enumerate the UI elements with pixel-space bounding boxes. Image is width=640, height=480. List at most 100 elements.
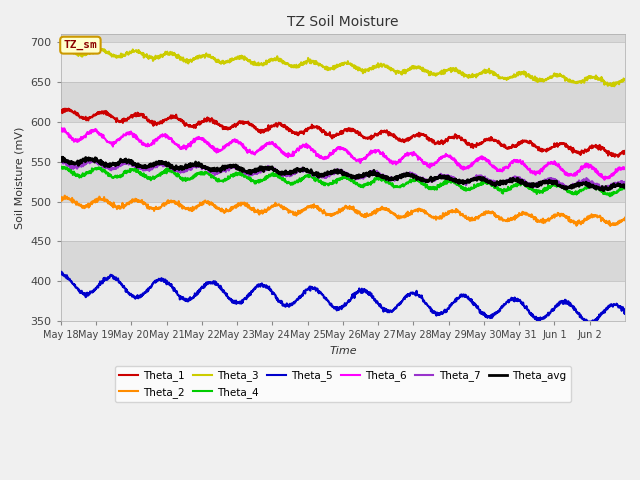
Theta_5	[584, 322, 592, 327]
Bar	[61, 2, 625, 42]
Theta_1	[559, 141, 566, 147]
Theta_3	[476, 71, 484, 76]
Theta_5	[58, 269, 65, 275]
Theta_2	[614, 220, 622, 226]
Theta_2	[318, 208, 326, 214]
Title: TZ Soil Moisture: TZ Soil Moisture	[287, 15, 399, 29]
Theta_6	[318, 155, 326, 161]
Theta_1	[65, 106, 72, 111]
Theta_3	[328, 65, 336, 71]
Theta_avg	[59, 154, 67, 160]
Bar	[61, 122, 625, 162]
Theta_5	[559, 298, 566, 304]
Theta_2	[559, 211, 566, 217]
Theta_3	[614, 81, 622, 86]
Theta_2	[328, 213, 336, 218]
Theta_avg	[600, 188, 607, 193]
Theta_3	[318, 63, 326, 69]
Theta_2	[621, 215, 629, 221]
Theta_6	[600, 177, 608, 183]
Theta_5	[621, 311, 629, 316]
Theta_6	[559, 167, 566, 172]
Line: Theta_3: Theta_3	[61, 46, 625, 86]
Theta_6	[57, 126, 65, 132]
Theta_4	[559, 185, 566, 191]
Theta_5	[318, 291, 326, 297]
Bar	[61, 35, 625, 42]
Legend: Theta_1, Theta_2, Theta_3, Theta_4, Theta_5, Theta_6, Theta_7, Theta_avg: Theta_1, Theta_2, Theta_3, Theta_4, Thet…	[115, 366, 571, 402]
Theta_avg	[621, 184, 629, 190]
Theta_7	[145, 167, 153, 172]
Theta_5	[476, 307, 484, 313]
Theta_3	[611, 84, 618, 89]
Theta_avg	[145, 162, 153, 168]
Theta_4	[606, 193, 614, 199]
Theta_1	[614, 152, 622, 158]
Theta_7	[559, 180, 566, 186]
Theta_6	[621, 165, 629, 170]
Bar	[61, 281, 625, 321]
Theta_avg	[476, 175, 484, 181]
Bar	[61, 202, 625, 241]
Theta_3	[145, 53, 153, 59]
Theta_4	[318, 181, 326, 187]
Theta_4	[328, 180, 336, 186]
Theta_1	[614, 154, 622, 160]
Theta_3	[559, 73, 566, 79]
Theta_4	[57, 165, 65, 170]
Theta_4	[58, 164, 66, 169]
Theta_4	[476, 181, 484, 187]
Y-axis label: Soil Moisture (mV): Soil Moisture (mV)	[15, 126, 25, 229]
Theta_5	[614, 305, 622, 311]
Theta_3	[61, 43, 69, 48]
Bar	[61, 42, 625, 82]
Theta_avg	[57, 156, 65, 161]
Theta_6	[328, 150, 336, 156]
Theta_6	[476, 155, 484, 161]
Theta_3	[57, 43, 65, 49]
Theta_1	[318, 128, 326, 133]
Text: TZ_sm: TZ_sm	[63, 40, 97, 50]
Theta_avg	[614, 182, 622, 188]
Theta_3	[621, 76, 629, 82]
Theta_2	[607, 223, 614, 229]
Theta_7	[476, 173, 484, 179]
X-axis label: Time: Time	[329, 346, 356, 356]
Theta_7	[614, 180, 622, 185]
Line: Theta_6: Theta_6	[61, 128, 625, 180]
Bar	[61, 241, 625, 281]
Theta_6	[57, 125, 65, 131]
Theta_7	[57, 156, 65, 162]
Theta_1	[476, 141, 484, 146]
Theta_avg	[559, 185, 566, 191]
Theta_1	[328, 134, 336, 140]
Theta_2	[476, 213, 484, 218]
Theta_2	[145, 206, 153, 212]
Theta_7	[317, 173, 325, 179]
Theta_5	[145, 285, 153, 291]
Theta_7	[621, 179, 629, 185]
Line: Theta_2: Theta_2	[61, 195, 625, 226]
Theta_2	[61, 192, 68, 198]
Theta_1	[621, 148, 629, 154]
Theta_5	[57, 271, 65, 276]
Theta_1	[57, 108, 65, 113]
Theta_4	[145, 175, 153, 181]
Line: Theta_avg: Theta_avg	[61, 157, 625, 191]
Line: Theta_7: Theta_7	[61, 159, 625, 190]
Bar	[61, 82, 625, 122]
Theta_5	[328, 303, 336, 309]
Line: Theta_1: Theta_1	[61, 108, 625, 157]
Theta_2	[57, 197, 65, 203]
Theta_7	[328, 169, 336, 175]
Line: Theta_4: Theta_4	[61, 167, 625, 196]
Theta_4	[621, 186, 629, 192]
Theta_4	[614, 188, 622, 193]
Theta_avg	[318, 173, 326, 179]
Bar	[61, 162, 625, 202]
Theta_1	[145, 118, 153, 124]
Theta_avg	[328, 169, 336, 175]
Theta_6	[145, 143, 153, 149]
Theta_6	[614, 165, 622, 170]
Theta_7	[602, 187, 610, 192]
